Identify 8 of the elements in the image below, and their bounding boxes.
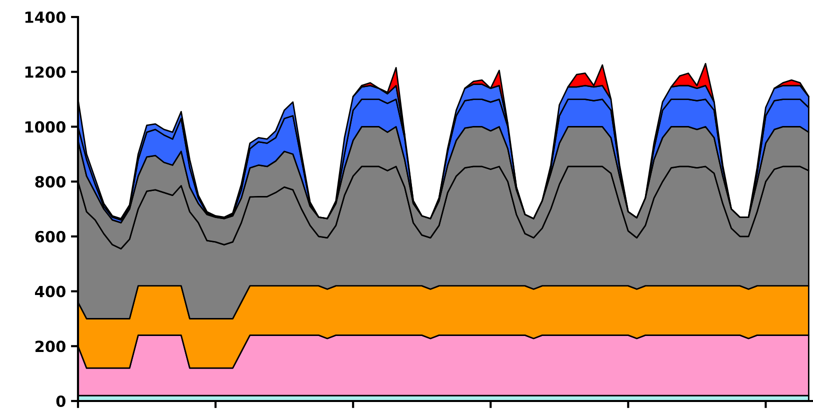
y-tick-label: 0 bbox=[56, 395, 66, 408]
y-tick-label: 200 bbox=[36, 340, 66, 352]
y-tick-label: 600 bbox=[35, 230, 66, 242]
y-tick-label: 400 bbox=[34, 286, 66, 298]
y-tick-label: 800 bbox=[35, 176, 66, 188]
y-tick-label: 1200 bbox=[25, 66, 66, 78]
y-tick-label: 1400 bbox=[25, 11, 66, 24]
y-tick-label: 1000 bbox=[25, 121, 66, 133]
